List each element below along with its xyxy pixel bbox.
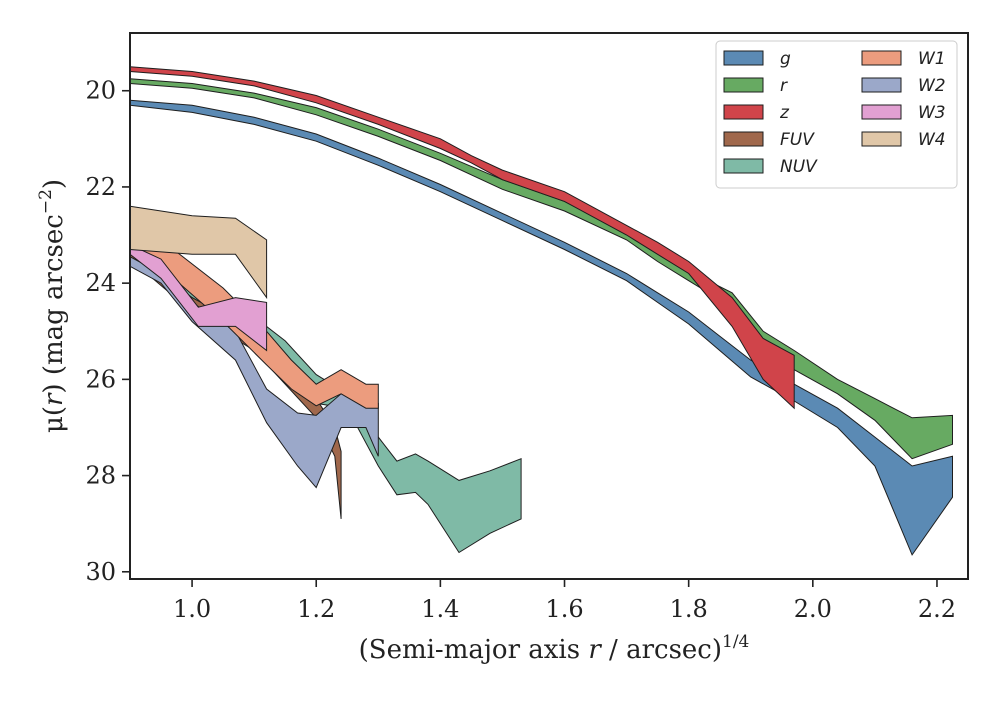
x-tick-label: 1.4 bbox=[421, 595, 459, 623]
y-tick-label: 24 bbox=[85, 269, 116, 297]
plot-frame bbox=[129, 32, 969, 580]
legend-swatch-nuv bbox=[723, 158, 764, 174]
x-tick-label: 1.2 bbox=[297, 595, 335, 623]
y-tick-label: 22 bbox=[85, 173, 116, 201]
y-tick-label: 20 bbox=[85, 77, 116, 105]
x-tick-label: 1.6 bbox=[545, 595, 583, 623]
axes-layer: 1.0 1.2 1.4 1.6 1.8 2.0 2.2 20 22 24 26 28 30 (Semi-m… bbox=[36, 32, 969, 665]
legend-swatch-w1 bbox=[861, 50, 902, 66]
legend-label-fuv: FUV bbox=[780, 130, 815, 150]
legend-label-r: r bbox=[780, 76, 788, 96]
legend-label-w3: W3 bbox=[918, 103, 946, 123]
legend-label-w4: W4 bbox=[918, 130, 946, 150]
legend-swatch-w2 bbox=[861, 77, 902, 93]
x-axis-title: (Semi-major axis r / arcsec)1/4 bbox=[359, 632, 750, 665]
legend-swatch-r bbox=[723, 77, 764, 93]
series-band-w4 bbox=[130, 205, 268, 300]
legend-swatch-fuv bbox=[723, 131, 764, 147]
y-axis-title: μ(r) (mag arcsec−2) bbox=[36, 179, 69, 433]
legend-swatch-z bbox=[723, 104, 764, 120]
series-layer bbox=[130, 66, 953, 556]
series-band-w3 bbox=[130, 244, 268, 352]
y-tick-label: 28 bbox=[85, 462, 116, 490]
x-tick-label: 1.0 bbox=[173, 595, 211, 623]
legend-label-g: g bbox=[780, 49, 791, 69]
legend-swatch-w4 bbox=[861, 131, 902, 147]
series-band-z bbox=[130, 66, 795, 410]
x-tick-label: 1.8 bbox=[670, 595, 708, 623]
x-tick-label: 2.0 bbox=[794, 595, 832, 623]
y-tick-label: 26 bbox=[85, 365, 116, 393]
series-band-g bbox=[130, 99, 953, 556]
chart-legend: grz FUV NUV W1 W2 W3 W4 bbox=[715, 40, 958, 189]
legend-label-nuv: NUV bbox=[780, 157, 818, 177]
legend-label-w1: W1 bbox=[918, 49, 946, 69]
legend-label-z: z bbox=[779, 103, 790, 123]
x-tick-label: 2.2 bbox=[918, 595, 956, 623]
legend-label-w2: W2 bbox=[918, 76, 946, 96]
y-tick-label: 30 bbox=[85, 558, 116, 586]
legend-swatch-w3 bbox=[861, 104, 902, 120]
legend-swatch-g bbox=[723, 50, 764, 66]
